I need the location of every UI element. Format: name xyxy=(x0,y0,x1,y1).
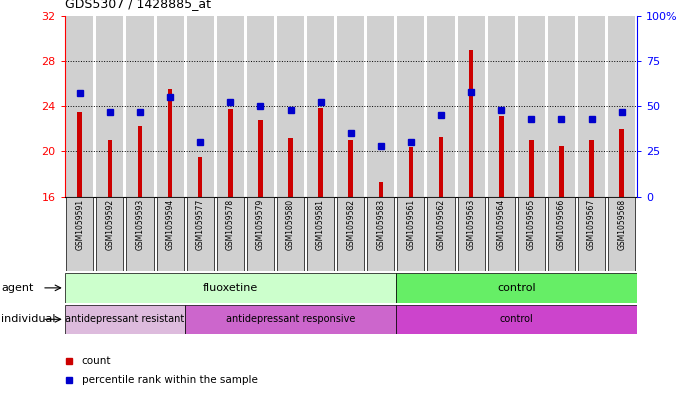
Text: GSM1059582: GSM1059582 xyxy=(346,199,355,250)
Text: control: control xyxy=(497,283,536,293)
Bar xyxy=(318,108,323,196)
Bar xyxy=(228,110,232,196)
Bar xyxy=(396,305,637,334)
Bar xyxy=(518,16,545,196)
Text: GSM1059578: GSM1059578 xyxy=(226,199,235,250)
Text: GSM1059561: GSM1059561 xyxy=(407,199,415,250)
Bar xyxy=(277,16,304,196)
Bar xyxy=(367,16,394,196)
Bar xyxy=(409,147,413,196)
Bar xyxy=(66,196,93,271)
Bar xyxy=(428,16,455,196)
Bar xyxy=(307,16,334,196)
Bar xyxy=(157,196,184,271)
Bar xyxy=(589,140,594,196)
Text: GSM1059592: GSM1059592 xyxy=(106,199,114,250)
Text: individual: individual xyxy=(1,314,56,324)
Text: GSM1059581: GSM1059581 xyxy=(316,199,325,250)
Text: antidepressant responsive: antidepressant responsive xyxy=(226,314,355,324)
Bar xyxy=(458,16,485,196)
Text: antidepressant resistant: antidepressant resistant xyxy=(65,314,185,324)
Bar xyxy=(469,50,473,196)
Bar xyxy=(96,16,123,196)
Text: percentile rank within the sample: percentile rank within the sample xyxy=(82,375,257,385)
Bar xyxy=(349,140,353,196)
Bar xyxy=(78,112,82,196)
Bar xyxy=(66,16,93,196)
Bar xyxy=(65,273,396,303)
Text: GSM1059563: GSM1059563 xyxy=(466,199,475,250)
Bar xyxy=(439,137,443,196)
Bar xyxy=(518,196,545,271)
Bar xyxy=(608,196,635,271)
Text: fluoxetine: fluoxetine xyxy=(203,283,258,293)
Bar xyxy=(458,196,485,271)
Text: GSM1059567: GSM1059567 xyxy=(587,199,596,250)
Bar xyxy=(620,129,624,196)
Text: GSM1059564: GSM1059564 xyxy=(496,199,506,250)
Text: GSM1059566: GSM1059566 xyxy=(557,199,566,250)
Bar xyxy=(548,196,575,271)
Text: control: control xyxy=(499,314,533,324)
Bar xyxy=(548,16,575,196)
Bar xyxy=(217,16,244,196)
Bar xyxy=(398,196,424,271)
Bar xyxy=(488,196,515,271)
Bar xyxy=(258,119,263,196)
Bar xyxy=(138,127,142,196)
Bar xyxy=(108,140,112,196)
Text: GSM1059594: GSM1059594 xyxy=(165,199,174,250)
Text: GSM1059568: GSM1059568 xyxy=(617,199,627,250)
Bar xyxy=(185,305,396,334)
Bar xyxy=(168,89,172,196)
Text: GSM1059593: GSM1059593 xyxy=(136,199,144,250)
Bar xyxy=(127,196,153,271)
Text: GSM1059580: GSM1059580 xyxy=(286,199,295,250)
Bar xyxy=(428,196,455,271)
Bar xyxy=(379,182,383,196)
Text: agent: agent xyxy=(1,283,34,293)
Bar xyxy=(247,196,274,271)
Text: GSM1059591: GSM1059591 xyxy=(75,199,84,250)
Bar xyxy=(488,16,515,196)
Bar xyxy=(288,138,293,196)
Text: GSM1059579: GSM1059579 xyxy=(256,199,265,250)
Bar xyxy=(398,16,424,196)
Bar xyxy=(578,16,605,196)
Bar xyxy=(277,196,304,271)
Text: GSM1059577: GSM1059577 xyxy=(195,199,205,250)
Bar xyxy=(307,196,334,271)
Text: GSM1059562: GSM1059562 xyxy=(437,199,445,250)
Bar xyxy=(247,16,274,196)
Bar xyxy=(559,146,564,196)
Bar xyxy=(529,140,534,196)
Text: GSM1059583: GSM1059583 xyxy=(377,199,385,250)
Bar xyxy=(217,196,244,271)
Bar xyxy=(187,196,214,271)
Bar xyxy=(578,196,605,271)
Text: GSM1059565: GSM1059565 xyxy=(527,199,536,250)
Bar xyxy=(65,305,185,334)
Bar xyxy=(367,196,394,271)
Text: count: count xyxy=(82,356,111,367)
Bar xyxy=(127,16,153,196)
Bar xyxy=(499,116,503,196)
Bar xyxy=(198,157,202,196)
Text: GDS5307 / 1428885_at: GDS5307 / 1428885_at xyxy=(65,0,210,10)
Bar xyxy=(337,16,364,196)
Bar xyxy=(187,16,214,196)
Bar xyxy=(157,16,184,196)
Bar xyxy=(337,196,364,271)
Bar xyxy=(608,16,635,196)
Bar xyxy=(96,196,123,271)
Bar xyxy=(396,273,637,303)
